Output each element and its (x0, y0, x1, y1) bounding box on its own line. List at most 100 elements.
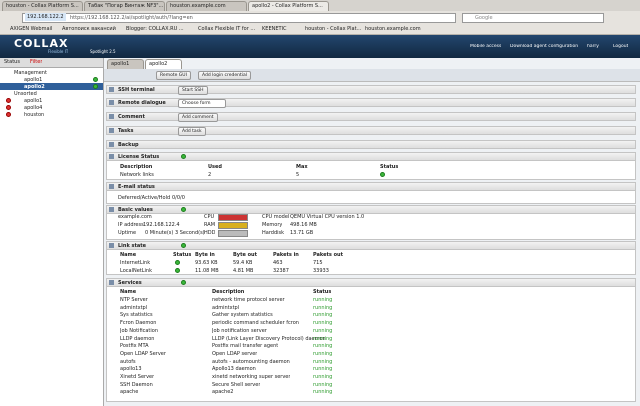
header-link[interactable]: Logout (613, 44, 629, 49)
host-status (6, 98, 11, 103)
cell: 5 (296, 172, 300, 178)
tree-host[interactable]: apollo1 (24, 98, 43, 104)
cell: Open LDAP server (212, 350, 258, 357)
cell: running (313, 366, 333, 373)
basic-label: CPU model (262, 214, 290, 220)
cell: running (313, 304, 333, 311)
cell: SSH Daemon (120, 381, 153, 388)
section-header: Basic values (106, 205, 636, 214)
ssh-button[interactable]: Start SSH (178, 86, 208, 95)
host-status (93, 77, 98, 82)
host-status (6, 112, 11, 117)
gauge-label: RAM (204, 222, 216, 228)
search-field[interactable] (462, 13, 604, 23)
browser-tab[interactable]: Табак "Погар Винтаж NF3"... (84, 1, 165, 11)
cell: Fcron Daemon (120, 320, 157, 327)
section-icon (109, 243, 114, 248)
tree-host[interactable]: apollo1 (24, 77, 43, 83)
basic-label: IP address (118, 222, 144, 228)
cell: Apollo13 daemon (212, 366, 256, 373)
gauge (218, 214, 248, 221)
header-link[interactable]: Mobile access (470, 44, 502, 49)
cell: apollo13 (120, 366, 142, 373)
cell: running (313, 389, 333, 396)
app-header (0, 35, 640, 58)
cell: running (313, 374, 333, 380)
bookmark[interactable]: houston - Collax Plat... (305, 26, 362, 32)
cell: 59.4 KB (233, 260, 253, 266)
browser-tab[interactable]: houston.example.com (166, 1, 247, 11)
cell: 2 (208, 172, 212, 178)
header-link[interactable]: Download agent configuration (510, 44, 579, 49)
basic-value: QEMU Virtual CPU version 1.0 (290, 214, 365, 220)
column-header: Name (120, 252, 137, 258)
column-header: Status (313, 289, 332, 295)
section-icon (109, 154, 114, 159)
section-box (106, 278, 636, 402)
cell: Xinetd Server (120, 374, 155, 380)
tree-group[interactable]: Management (14, 70, 47, 76)
sidebar-toolbar (0, 58, 103, 68)
search-label: Google (475, 15, 493, 21)
section-header: Link state (106, 241, 636, 250)
task-button[interactable]: Add task (178, 127, 206, 136)
cell: Secure Shell server (212, 381, 261, 388)
basic-label: Harddisk (262, 230, 285, 236)
cell: LLDP (Link Layer Discovery Protocol) dae… (212, 335, 326, 342)
host-status (93, 84, 98, 89)
section-header: Services (106, 278, 636, 287)
status-menu[interactable]: Status (4, 59, 20, 65)
cell: Postfix mail transfer agent (212, 343, 279, 350)
tree-host[interactable]: houston (24, 112, 45, 118)
bookmark[interactable]: AXIGEN Webmail (10, 26, 53, 32)
cell: NTP Server (120, 297, 148, 303)
host-tab[interactable]: apollo1 (107, 59, 144, 69)
section-icon (109, 87, 114, 92)
header-link[interactable]: harry (587, 44, 599, 49)
filter-menu[interactable]: Filter (30, 59, 43, 65)
cell: Network links (120, 172, 154, 178)
cell: Gather system statistics (212, 312, 273, 319)
column-header: Description (212, 289, 245, 295)
browser-tab[interactable]: apollo2 - Collax Platform S... (248, 1, 329, 11)
browser-tab[interactable]: houston - Collax Platform S... (2, 1, 83, 11)
sidebar (0, 58, 104, 406)
url-text: https://192.168.122.2/ai/spotlight/auth/… (70, 15, 193, 21)
tree-host[interactable]: apollo4 (24, 105, 43, 111)
status-ok (380, 172, 385, 177)
gauge (218, 230, 248, 237)
gauge-label: CPU (204, 214, 215, 220)
column-header: Byte out (233, 252, 257, 258)
cell: network time protocol server (212, 297, 285, 303)
cell: running (313, 358, 333, 365)
logo: COLLAX (14, 37, 69, 50)
section-header: Remote dialogue (106, 98, 636, 107)
bookmark[interactable]: Collax Flexible IT for ... (198, 26, 256, 32)
toolbar-button[interactable]: Add login credential (198, 71, 252, 80)
bookmark[interactable]: Blogger: COLLAX.RU ... (126, 26, 184, 32)
url-field[interactable] (22, 13, 456, 23)
column-header: Max (296, 164, 308, 170)
toolbar-button[interactable]: Remote GUI (156, 71, 191, 80)
tree-group[interactable]: Unsorted (14, 91, 37, 97)
bookmark[interactable]: houston.example.com (365, 26, 421, 32)
cell: Job notification server (212, 327, 267, 334)
bookmark[interactable]: KEENETIC (262, 26, 287, 32)
host-tab[interactable]: apollo2 (145, 59, 182, 69)
bookmark[interactable]: Автопоиск вакансий (62, 26, 116, 32)
cell: xinetd networking super server (212, 374, 291, 380)
cell: Job Notification (120, 327, 158, 334)
section-icon (109, 207, 114, 212)
basic-value: 192.168.122.4 (143, 222, 180, 228)
link-status (175, 260, 180, 265)
cell: periodic command scheduler fcron (212, 320, 299, 327)
basic-value: 13.71 GB (290, 230, 314, 236)
comment-button[interactable]: Add comment (178, 113, 218, 122)
cell: 715 (313, 260, 323, 266)
tree-host[interactable]: apollo2 (24, 84, 45, 90)
cell: InternetLink (120, 260, 151, 266)
form-select[interactable]: Choose form (178, 99, 226, 108)
cell: 32387 (273, 268, 289, 274)
section-icon (109, 280, 114, 285)
